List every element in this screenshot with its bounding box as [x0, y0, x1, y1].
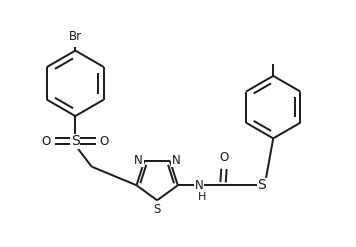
Text: N: N — [195, 179, 204, 192]
Text: H: H — [198, 192, 206, 202]
Text: S: S — [71, 134, 80, 148]
Text: Br: Br — [69, 30, 82, 43]
Text: O: O — [42, 135, 51, 148]
Text: S: S — [257, 178, 266, 192]
Text: O: O — [219, 150, 229, 164]
Text: O: O — [100, 135, 109, 148]
Text: N: N — [134, 154, 143, 166]
Text: N: N — [172, 154, 180, 166]
Text: S: S — [153, 203, 161, 216]
